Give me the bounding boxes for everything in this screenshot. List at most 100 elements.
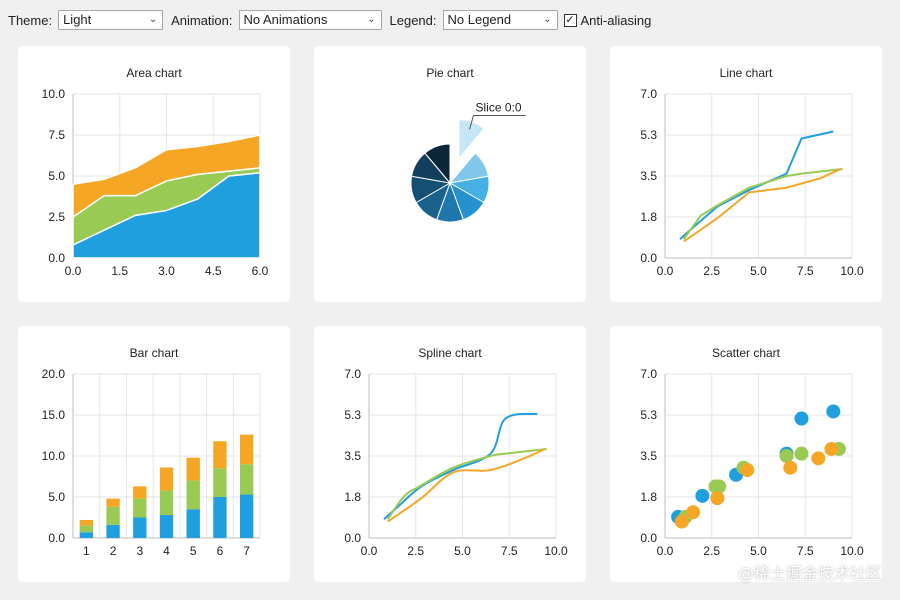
pie-slice <box>424 143 451 185</box>
scatter-point-2 <box>783 460 798 475</box>
line-series-1 <box>682 167 843 240</box>
theme-label: Theme: <box>8 12 53 28</box>
bar-segment-0 <box>79 532 94 538</box>
x-tick-label: 6 <box>217 544 224 558</box>
y-tick-label: 10.0 <box>42 87 66 101</box>
y-tick-label: 7.5 <box>48 128 65 142</box>
bar-segment-2 <box>186 457 200 481</box>
legend-select-value: No Legend <box>447 12 512 27</box>
animation-select[interactable]: No Animations ⌄ <box>238 10 382 30</box>
scatter-point-2 <box>811 451 826 466</box>
line-series-1 <box>386 447 547 520</box>
bar-segment-2 <box>79 519 94 526</box>
y-tick-label: 15.0 <box>42 408 66 422</box>
bar-chart: 0.0 5.0 10.0 15.0 20.0 1 2 3 4 5 6 7 <box>42 367 261 558</box>
x-tick-label: 7 <box>243 544 250 558</box>
y-tick-label: 20.0 <box>42 367 66 381</box>
scatter-point-0 <box>794 411 809 426</box>
x-tick-label: 0.0 <box>657 544 674 558</box>
antialiasing-label: Anti-aliasing <box>580 12 652 28</box>
y-tick-label: 7.0 <box>640 87 657 101</box>
bar-segment-0 <box>239 494 254 538</box>
x-tick-label: 6.0 <box>252 264 269 278</box>
chart-card-pie: Pie chart Slice 0:0 <box>314 46 586 302</box>
area-chart: 0.0 2.5 5.0 7.5 10.0 0.0 1.5 3.0 4.5 6.0 <box>42 87 269 278</box>
bar-segment-0 <box>133 517 147 538</box>
x-tick-label: 0.0 <box>65 264 82 278</box>
y-tick-label: 5.3 <box>344 408 361 422</box>
y-tick-label: 7.0 <box>344 367 361 381</box>
x-tick-label: 7.5 <box>797 544 814 558</box>
scatter-point-0 <box>826 404 841 419</box>
antialiasing-checkbox[interactable]: ✓ <box>563 13 577 27</box>
bar-segment-1 <box>213 468 227 497</box>
y-tick-label: 3.5 <box>640 169 657 183</box>
bar-segment-1 <box>79 525 94 533</box>
y-tick-label: 0.0 <box>48 251 65 265</box>
chart-title: Scatter chart <box>711 346 781 360</box>
x-tick-label: 0.0 <box>657 264 674 278</box>
x-tick-label: 5.0 <box>454 544 471 558</box>
y-tick-label: 3.5 <box>344 449 361 463</box>
y-tick-label: 0.0 <box>640 531 657 545</box>
x-tick-label: 5.0 <box>750 544 767 558</box>
y-tick-label: 5.3 <box>640 128 657 142</box>
x-tick-label: 2.5 <box>407 544 424 558</box>
y-tick-label: 5.3 <box>640 408 657 422</box>
scatter-point-1 <box>779 449 794 463</box>
legend-select[interactable]: No Legend ⌄ <box>442 10 558 30</box>
chart-title: Bar chart <box>129 346 179 360</box>
x-tick-label: 10.0 <box>840 264 864 278</box>
x-tick-label: 7.5 <box>797 264 814 278</box>
spline-chart: 0.0 1.8 3.5 5.3 7.0 0.0 2.5 5.0 7.5 10.0 <box>344 367 568 558</box>
chart-title: Line chart <box>719 66 773 80</box>
chart-card-spline: Spline chart 0.0 1.8 3.5 5.3 7.0 0.0 2.5 5.0 7.5… <box>314 326 586 582</box>
bar-segment-1 <box>239 464 254 495</box>
scatter-point-0 <box>695 488 710 503</box>
chart-card-line: Line chart 0.0 1.8 3.5 5.3 7.0 0.0 2.5 5.0 7.5 10… <box>610 46 882 302</box>
x-tick-label: 2.5 <box>703 264 720 278</box>
y-tick-label: 10.0 <box>42 449 66 463</box>
bar-segment-2 <box>106 498 120 507</box>
chart-card-scatter: Scatter chart 0.0 1.8 3.5 5.3 7.0 0.0 2.5 5.0 7.… <box>610 326 882 582</box>
x-tick-label: 3 <box>136 544 143 558</box>
pie-slice-label: Slice 0:0 <box>475 100 521 114</box>
legend-label: Legend: <box>389 12 437 28</box>
x-tick-label: 1.5 <box>111 264 128 278</box>
x-tick-label: 2 <box>110 544 117 558</box>
x-tick-label: 1 <box>83 544 90 558</box>
y-tick-label: 5.0 <box>48 169 65 183</box>
y-tick-label: 1.8 <box>640 490 657 504</box>
pie-label-leader <box>469 114 526 130</box>
x-tick-label: 10.0 <box>544 544 568 558</box>
bar-segment-0 <box>213 497 227 538</box>
y-tick-label: 0.0 <box>48 531 65 545</box>
theme-select[interactable]: Light ⌄ <box>58 10 164 30</box>
y-tick-label: 5.0 <box>48 490 65 504</box>
y-tick-label: 3.5 <box>640 449 657 463</box>
bar-segment-1 <box>186 480 200 510</box>
line-series-2 <box>683 168 842 243</box>
line-series-0 <box>383 412 538 521</box>
animation-label: Animation: <box>171 12 233 28</box>
bar-segment-1 <box>159 490 174 516</box>
bar-segment-1 <box>133 498 147 518</box>
x-tick-label: 5 <box>190 544 197 558</box>
y-tick-label: 2.5 <box>48 210 65 224</box>
scatter-chart: 0.0 1.8 3.5 5.3 7.0 0.0 2.5 5.0 7.5 10.0 <box>640 367 864 558</box>
chevron-down-icon: ⌄ <box>543 14 552 25</box>
x-tick-label: 4.5 <box>205 264 222 278</box>
y-tick-label: 1.8 <box>344 490 361 504</box>
chevron-down-icon: ⌄ <box>148 14 158 25</box>
y-tick-label: 0.0 <box>640 251 657 265</box>
bar-segment-0 <box>186 509 200 538</box>
line-series-2 <box>387 448 546 523</box>
y-tick-label: 1.8 <box>640 210 657 224</box>
scatter-point-2 <box>686 505 701 520</box>
bar-segment-1 <box>106 506 120 525</box>
toolbar: Theme: Light ⌄ Animation: No Animations … <box>0 0 900 40</box>
x-tick-label: 7.5 <box>501 544 518 558</box>
y-tick-label: 7.0 <box>640 367 657 381</box>
scatter-point-2 <box>710 491 725 506</box>
x-tick-label: 3.0 <box>158 264 175 278</box>
